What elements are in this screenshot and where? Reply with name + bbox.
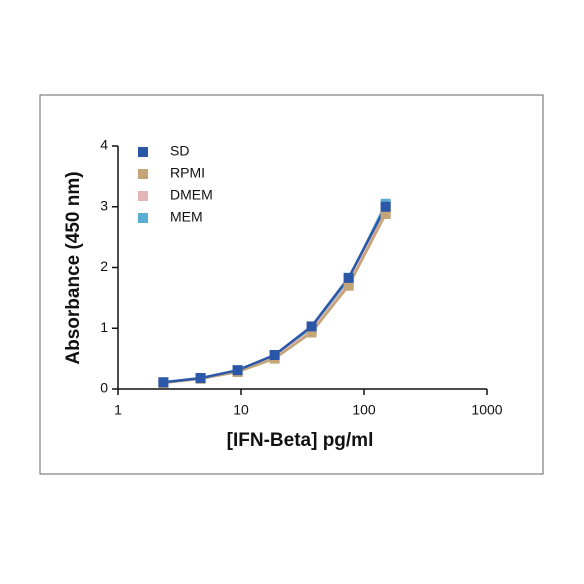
- legend-label: MEM: [170, 209, 203, 225]
- y-tick-label: 3: [100, 197, 108, 213]
- y-tick-label: 4: [100, 137, 108, 153]
- legend-label: DMEM: [170, 187, 213, 203]
- x-tick-label: 100: [352, 402, 376, 418]
- frame: [39, 94, 544, 475]
- x-axis-title: [IFN-Beta] pg/ml: [227, 430, 374, 451]
- legend-label: SD: [170, 143, 189, 159]
- data-point: [306, 327, 317, 338]
- x-tick-label: 1: [114, 402, 122, 418]
- y-axis-title: Absorbance (450 nm): [63, 171, 84, 364]
- data-point: [269, 349, 280, 360]
- data-point: [380, 201, 391, 212]
- legend-label: RPMI: [170, 165, 205, 181]
- x-tick-label: 1000: [471, 402, 502, 418]
- data-point: [158, 377, 169, 388]
- data-point: [232, 365, 243, 376]
- data-point: [343, 280, 354, 291]
- legend-marker: [138, 213, 148, 223]
- x-tick-label: 10: [233, 402, 249, 418]
- y-tick-label: 1: [100, 319, 108, 335]
- legend-marker: [138, 147, 148, 157]
- data-point: [195, 373, 206, 384]
- y-tick-label: 0: [100, 380, 108, 396]
- data-point: [343, 272, 354, 283]
- data-point: [306, 321, 317, 332]
- legend-marker: [138, 191, 148, 201]
- y-tick-label: 2: [100, 258, 108, 274]
- data-point: [380, 209, 391, 220]
- legend-marker: [138, 169, 148, 179]
